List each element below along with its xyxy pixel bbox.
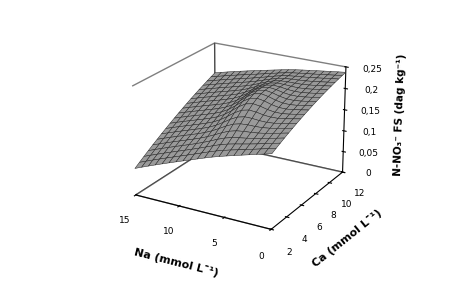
Y-axis label: Ca (mmol L¯¹): Ca (mmol L¯¹) (310, 208, 383, 269)
X-axis label: Na (mmol L¯¹): Na (mmol L¯¹) (133, 247, 219, 278)
